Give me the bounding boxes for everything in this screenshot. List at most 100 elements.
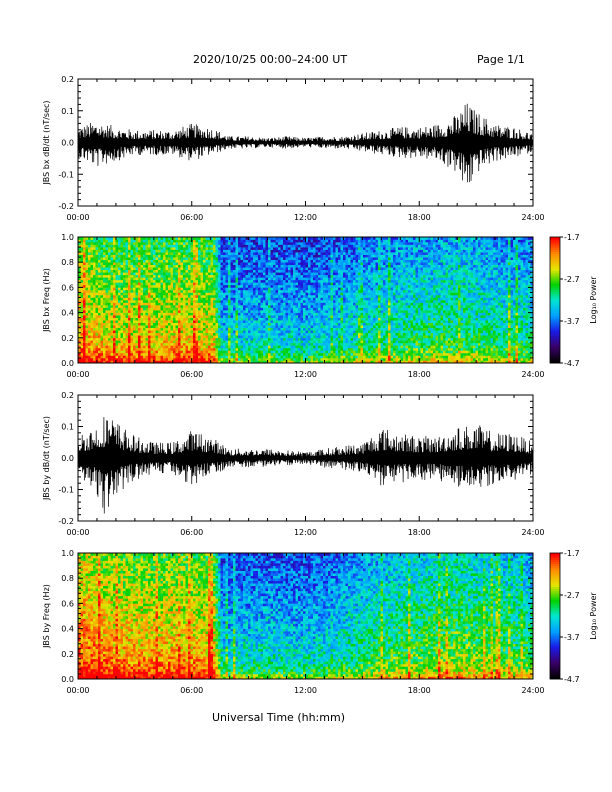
spectrogram-cell (271, 335, 274, 338)
spectrogram-cell (86, 318, 89, 321)
spectrogram-cell (113, 330, 116, 333)
spectrogram-cell (111, 280, 114, 283)
spectrogram-cell (173, 240, 176, 243)
spectrogram-cell (263, 323, 266, 326)
spectrogram-cell (208, 287, 211, 290)
spectrogram-cell (166, 330, 169, 333)
spectrogram-cell (308, 260, 311, 263)
spectrogram-cell (96, 295, 99, 298)
spectrogram-cell (263, 267, 266, 270)
spectrogram-cell (98, 343, 101, 346)
spectrogram-cell (261, 333, 264, 336)
spectrogram-cell (233, 333, 236, 336)
spectrogram-cell (138, 292, 141, 295)
spectrogram-cell (108, 353, 111, 356)
spectrogram-cell (178, 295, 181, 298)
spectrogram-cell (231, 335, 234, 338)
spectrogram-cell (161, 310, 164, 313)
spectrogram-cell (278, 320, 281, 323)
spectrogram-cell (186, 328, 189, 331)
spectrogram-cell (108, 252, 111, 255)
spectrogram-cell (241, 310, 244, 313)
spectrogram-cell (131, 292, 134, 295)
spectrogram-cell (93, 270, 96, 273)
spectrogram-cell (168, 350, 171, 353)
spectrogram-cell (116, 348, 119, 351)
spectrogram-cell (321, 285, 324, 288)
spectrogram-cell (218, 247, 221, 250)
spectrogram-cell (286, 335, 289, 338)
spectrogram-cell (306, 297, 309, 300)
spectrogram-cell (83, 262, 86, 265)
spectrogram-cell (141, 330, 144, 333)
spectrogram-cell (281, 240, 284, 243)
spectrogram-cell (261, 240, 264, 243)
spectrogram-cell (308, 330, 311, 333)
spectrogram-cell (203, 255, 206, 258)
spectrogram-cell (106, 328, 109, 331)
spectrogram-cell (123, 333, 126, 336)
spectrogram-cell (131, 333, 134, 336)
spectrogram-cell (233, 267, 236, 270)
spectrogram-cell (283, 345, 286, 348)
spectrogram-cell (116, 305, 119, 308)
spectrogram-cell (316, 250, 319, 253)
spectrogram-cell (141, 277, 144, 280)
spectrogram-cell (191, 303, 194, 306)
spectrogram-cell (238, 328, 241, 331)
spectrogram-cell (128, 355, 131, 358)
spectrogram-cell (103, 255, 106, 258)
spectrogram-cell (226, 292, 229, 295)
spectrogram-cell (181, 242, 184, 245)
spectrogram-cell (116, 290, 119, 293)
spectrogram-cell (253, 275, 256, 278)
spectrogram-cell (278, 308, 281, 311)
spectrogram-cell (121, 308, 124, 311)
spectrogram-cell (316, 315, 319, 318)
spectrogram-cell (283, 323, 286, 326)
spectrogram-cell (128, 343, 131, 346)
spectrogram-cell (171, 338, 174, 341)
spectrogram-cell (273, 265, 276, 268)
spectrogram-cell (88, 358, 91, 361)
spectrogram-cell (238, 295, 241, 298)
spectrogram-cell (176, 308, 179, 311)
spectrogram-cell (153, 262, 156, 265)
spectrogram-cell (256, 305, 259, 308)
spectrogram-cell (91, 318, 94, 321)
spectrogram-cell (121, 315, 124, 318)
spectrogram-cell (261, 340, 264, 343)
spectrogram-cell (198, 313, 201, 316)
spectrogram-cell (258, 328, 261, 331)
spectrogram-cell (213, 245, 216, 248)
spectrogram-cell (176, 348, 179, 351)
spectrogram-cell (298, 270, 301, 273)
spectrogram-cell (288, 257, 291, 260)
spectrogram-cell (131, 330, 134, 333)
spectrogram-cell (93, 320, 96, 323)
spectrogram-cell (183, 277, 186, 280)
spectrogram-cell (196, 318, 199, 321)
spectrogram-cell (103, 323, 106, 326)
spectrogram-cell (91, 310, 94, 313)
spectrogram-cell (213, 255, 216, 258)
spectrogram-cell (146, 313, 149, 316)
spectrogram-cell (293, 348, 296, 351)
spectrogram-cell (286, 350, 289, 353)
spectrogram-cell (263, 262, 266, 265)
spectrogram-cell (121, 295, 124, 298)
spectrogram-cell (186, 343, 189, 346)
spectrogram-cell (93, 303, 96, 306)
spectrogram-cell (156, 290, 159, 293)
spectrogram-cell (111, 282, 114, 285)
spectrogram-cell (316, 292, 319, 295)
spectrogram-cell (158, 287, 161, 290)
spectrogram-cell (246, 287, 249, 290)
spectrogram-cell (171, 343, 174, 346)
spectrogram-cell (123, 320, 126, 323)
spectrogram-cell (216, 330, 219, 333)
spectrogram-cell (96, 323, 99, 326)
spectrogram-cell (263, 345, 266, 348)
spectrogram-cell (213, 353, 216, 356)
spectrogram-cell (261, 338, 264, 341)
